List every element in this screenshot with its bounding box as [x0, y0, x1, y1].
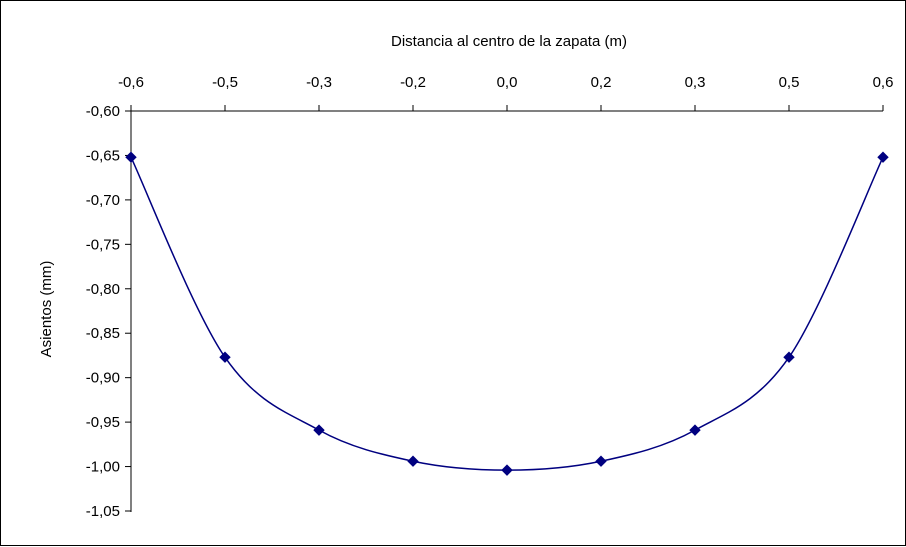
- y-tick-label: -1,00: [86, 459, 120, 476]
- y-tick-label: -0,95: [86, 414, 120, 431]
- data-point-marker: [407, 455, 419, 467]
- y-tick-label: -0,85: [86, 325, 120, 342]
- y-tick-label: -0,65: [86, 147, 120, 164]
- x-tick-label: -0,3: [306, 74, 332, 91]
- data-point-marker: [219, 351, 231, 363]
- data-point-marker: [501, 464, 513, 476]
- x-tick-label: 0,2: [591, 74, 612, 91]
- x-tick-label: 0,5: [779, 74, 800, 91]
- data-point-marker: [595, 455, 607, 467]
- data-point-marker: [877, 151, 889, 163]
- y-tick-label: -0,70: [86, 192, 120, 209]
- data-point-marker: [125, 151, 137, 163]
- x-tick-label: 0,0: [497, 74, 518, 91]
- x-tick-label: -0,6: [118, 74, 144, 91]
- x-tick-label: -0,2: [400, 74, 426, 91]
- x-tick-label: 0,6: [873, 74, 894, 91]
- series-layer: [125, 151, 889, 476]
- y-tick-label: -0,60: [86, 103, 120, 120]
- x-axis-title: Distancia al centro de la zapata (m): [391, 33, 627, 50]
- y-axis-title: Asientos (mm): [38, 261, 55, 358]
- x-tick-label: 0,3: [685, 74, 706, 91]
- axes-layer: -0,60 -0,65 -0,70 -0,75 -0,80 -0,85 -0,90 -0,95…: [86, 74, 894, 520]
- data-point-marker: [689, 424, 701, 436]
- y-tick-label: -1,05: [86, 503, 120, 520]
- y-tick-label: -0,80: [86, 281, 120, 298]
- y-tick-label: -0,75: [86, 236, 120, 253]
- data-point-marker: [783, 351, 795, 363]
- data-point-marker: [313, 424, 325, 436]
- series-line: [130, 156, 884, 471]
- y-tick-label: -0,90: [86, 370, 120, 387]
- x-tick-label: -0,5: [212, 74, 238, 91]
